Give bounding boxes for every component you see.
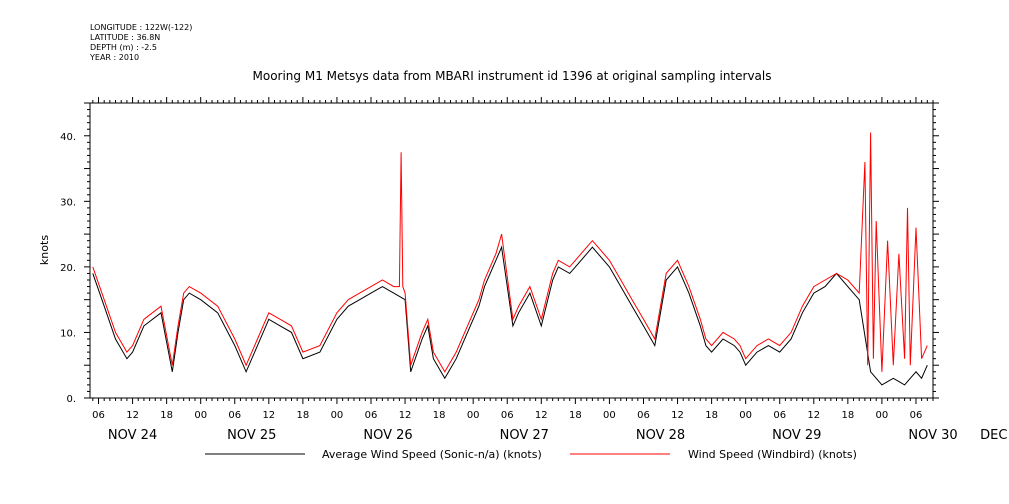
legend-label-average: Average Wind Speed (Sonic-n/a) (knots) [322,448,542,461]
x-tick-label: 12 [126,410,139,421]
x-tick-label: 12 [262,410,275,421]
x-tick-label: 12 [399,410,412,421]
y-tick-label: 30. [60,197,76,208]
x-tick-label: 06 [365,410,378,421]
y-axis-label: knots [38,235,51,265]
x-tick-label: 06 [773,410,786,421]
x-tick-label: 06 [637,410,650,421]
x-tick-label: 18 [841,410,854,421]
x-tick-label: 00 [603,410,616,421]
y-axis: 0. 10. 20. 30. 40. [60,102,939,405]
x-tick-label: 00 [331,410,344,421]
x-day-label: NOV 25 [227,428,276,443]
x-tick-label: 18 [297,410,310,421]
x-day-label: NOV 24 [108,428,157,443]
x-tick-label: 06 [228,410,241,421]
x-tick-label: 00 [467,410,480,421]
metadata-block: LONGITUDE : 122W(-122) LATITUDE : 36.8N … [89,23,192,62]
x-day-label: DEC 1 [980,428,1009,443]
x-day-label: NOV 26 [363,428,412,443]
meta-depth: DEPTH (m) : -2.5 [90,43,157,52]
plot-lines [92,132,928,386]
x-day-label: NOV 27 [500,428,549,443]
x-axis: 06 12 18 00 06 12 18 00 06 12 18 00 06 12 18 00 06 12 18 00… [92,97,934,421]
meta-latitude: LATITUDE : 36.8N [90,33,160,42]
y-tick-label: 40. [60,132,76,143]
x-tick-label: 00 [194,410,207,421]
plot-area [89,102,934,399]
chart-title: Mooring M1 Metsys data from MBARI instru… [253,69,772,83]
x-tick-label: 18 [705,410,718,421]
y-tick-label: 0. [66,394,76,405]
x-tick-label: 12 [671,410,684,421]
x-axis-day-labels: NOV 24 NOV 25 NOV 26 NOV 27 NOV 28 NOV 29 NOV … [108,428,1009,443]
x-day-label: NOV 28 [636,428,685,443]
meta-year: YEAR : 2010 [89,53,139,62]
x-day-label: NOV 29 [772,428,821,443]
x-tick-label: 06 [92,410,105,421]
x-day-label: NOV 30 [908,428,957,443]
y-tick-label: 20. [60,263,76,274]
x-tick-label: 12 [535,410,548,421]
x-tick-label: 00 [876,410,889,421]
series-line-average-wind-speed [92,245,928,386]
meta-longitude: LONGITUDE : 122W(-122) [90,23,192,32]
x-tick-label: 18 [433,410,446,421]
x-tick-label: 00 [739,410,752,421]
series-line-windbird-wind-speed [92,132,928,373]
x-tick-label: 12 [807,410,820,421]
legend-label-windbird: Wind Speed (Windbird) (knots) [688,448,857,461]
x-tick-label: 18 [569,410,582,421]
x-tick-label: 06 [501,410,514,421]
x-tick-label: 06 [910,410,923,421]
legend: Average Wind Speed (Sonic-n/a) (knots) W… [205,448,857,461]
x-tick-label: 18 [160,410,173,421]
y-tick-label: 10. [60,328,76,339]
